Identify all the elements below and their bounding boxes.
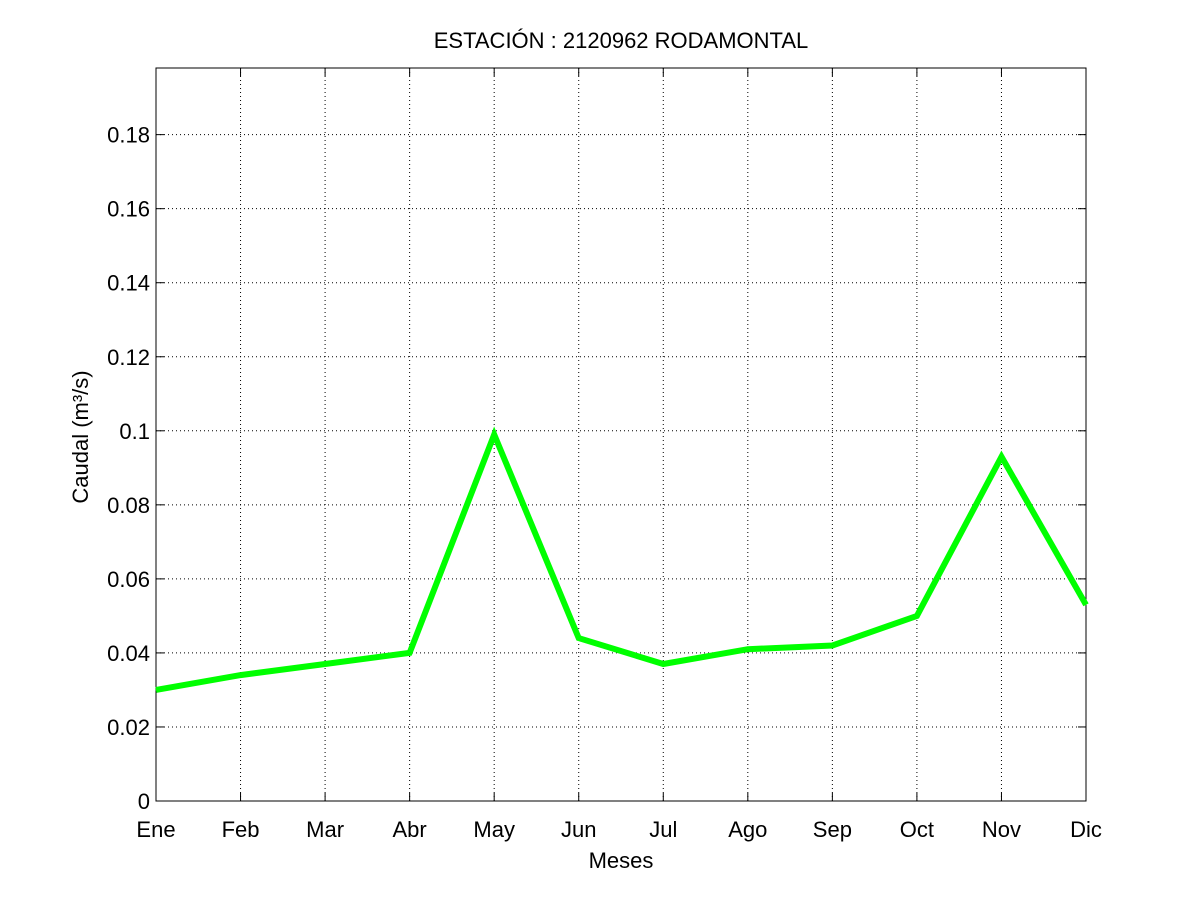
x-tick-label: Mar: [306, 817, 344, 842]
data-point: [493, 434, 495, 435]
x-axis-label: Meses: [589, 848, 654, 873]
x-tick-label: Ene: [136, 817, 175, 842]
y-tick-label: 0.16: [107, 197, 150, 222]
y-tick-label: 0.08: [107, 493, 150, 518]
data-point: [747, 648, 749, 650]
x-tick-label: Ago: [728, 817, 767, 842]
axis-ticks: [155, 68, 1087, 802]
x-tick-label: Feb: [222, 817, 260, 842]
data-point: [240, 674, 242, 676]
x-tick-label: Jun: [561, 817, 596, 842]
data-point: [662, 663, 664, 665]
data-point: [578, 637, 580, 639]
data-point: [831, 645, 833, 647]
grid: [156, 68, 1086, 801]
x-tick-label: Abr: [393, 817, 427, 842]
x-tick-label: May: [473, 817, 515, 842]
y-tick-label: 0.18: [107, 123, 150, 148]
data-point: [1085, 604, 1087, 606]
plot-area-frame: [155, 67, 1087, 802]
data-point: [1000, 456, 1002, 458]
x-tick-label: Nov: [982, 817, 1021, 842]
y-tick-label: 0.06: [107, 567, 150, 592]
y-tick-label: 0.14: [107, 271, 150, 296]
y-tick-label: 0.02: [107, 715, 150, 740]
data-point: [409, 652, 411, 654]
y-tick-label: 0: [138, 789, 150, 814]
tick-labels: Ene Feb Mar Abr May Jun Jul Ago Sep Oct Nov Dic 0 0.0…: [107, 123, 1102, 842]
data-point: [324, 663, 326, 665]
y-axis-label: Caudal (m³/s): [68, 370, 93, 503]
x-tick-label: Dic: [1070, 817, 1102, 842]
x-tick-label: Oct: [900, 817, 934, 842]
y-tick-label: 0.04: [107, 641, 150, 666]
data-point: [155, 689, 157, 691]
series-line: [155, 426, 1089, 693]
y-tick-label: 0.1: [119, 419, 150, 444]
y-tick-label: 0.12: [107, 345, 150, 370]
x-tick-label: Jul: [649, 817, 677, 842]
data-point: [916, 615, 918, 617]
series-layer: [155, 426, 1089, 693]
chart-title: ESTACIÓN : 2120962 RODAMONTAL: [434, 28, 809, 53]
x-tick-label: Sep: [813, 817, 852, 842]
